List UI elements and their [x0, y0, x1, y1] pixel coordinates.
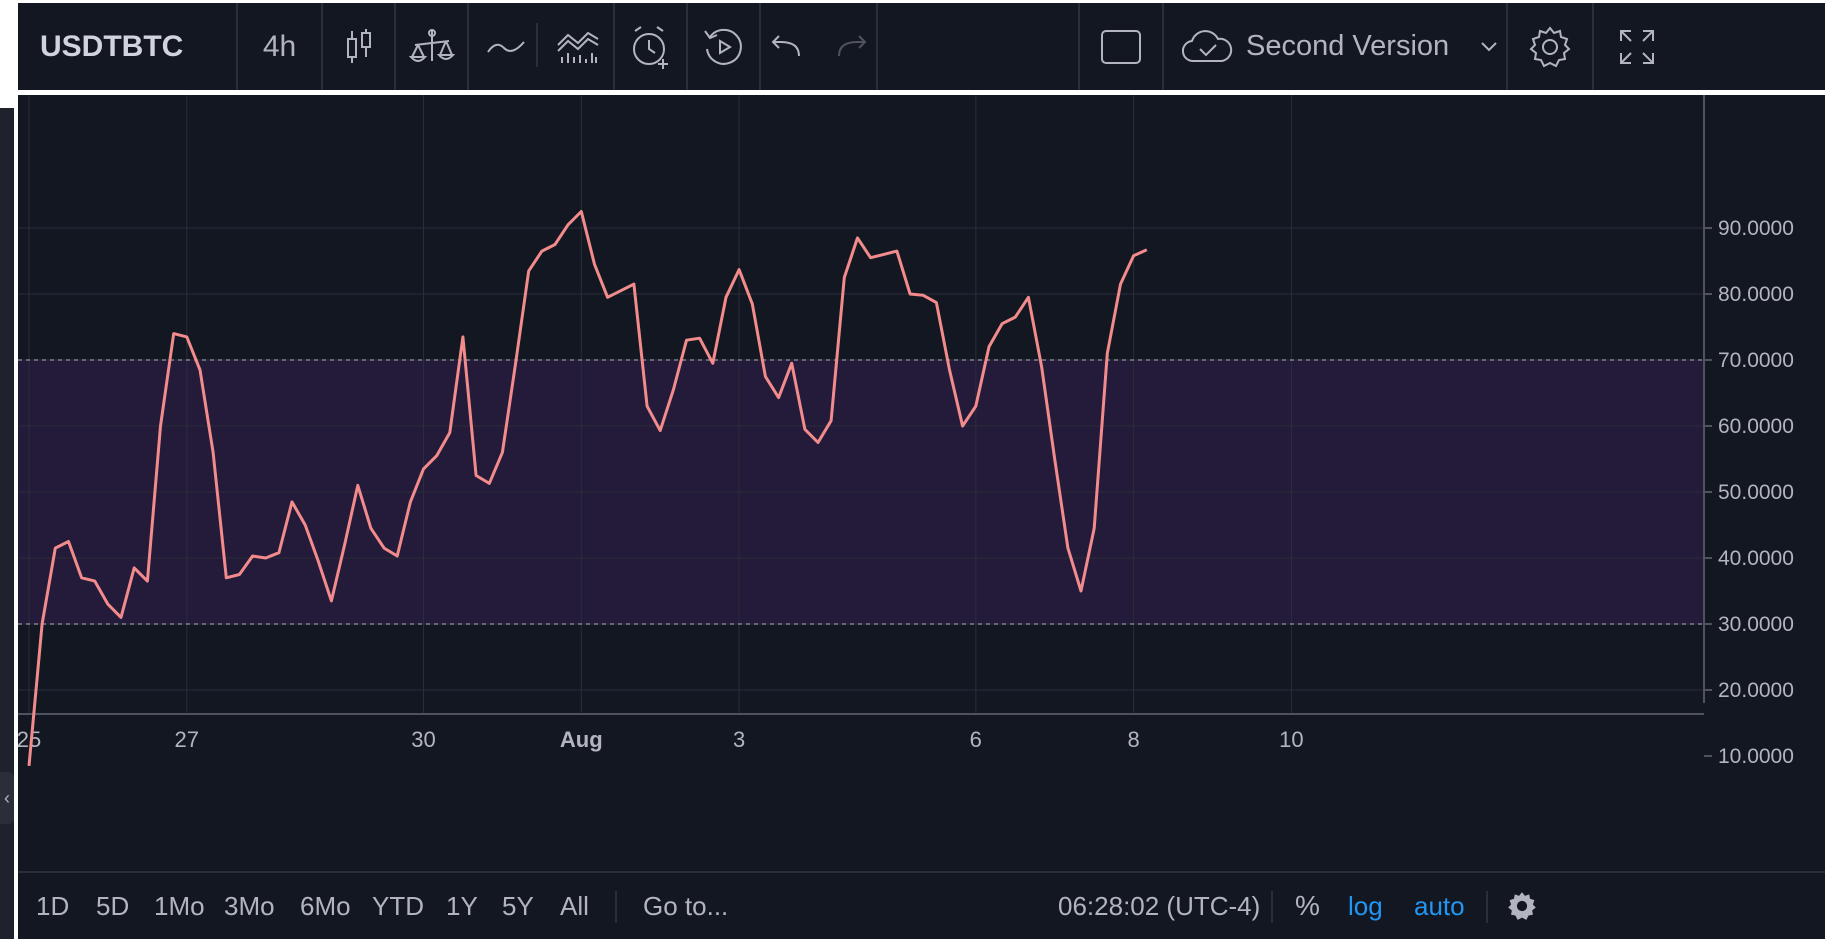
- chart-pane[interactable]: 10.0000 20.0000 30.0000 40.0000 50.0000 60.00…: [18, 95, 1825, 939]
- price-tick-label: 70.0000: [1718, 349, 1794, 372]
- toolbar-separator: [536, 23, 538, 67]
- price-tick-label: 60.0000: [1718, 415, 1794, 438]
- compare-icon: [408, 28, 455, 62]
- replay-icon: [703, 28, 742, 65]
- time-tick-label: 27: [175, 727, 199, 752]
- chevron-down-icon: [1481, 41, 1497, 51]
- price-tick-label: 80.0000: [1718, 283, 1794, 306]
- fullscreen-box-button[interactable]: [1078, 3, 1164, 90]
- time-tick-label: 6: [970, 727, 982, 752]
- price-tick-label: 90.0000: [1718, 217, 1794, 240]
- bottom-separator: [615, 891, 617, 923]
- range-button-3mo[interactable]: 3Mo: [224, 890, 275, 921]
- templates-icon: [556, 31, 599, 63]
- bottom-toolbar: 1D 5D 1Mo 3Mo 6Mo YTD 1Y 5Y All Go to... 06:28:02 …: [18, 871, 1825, 939]
- templates-button[interactable]: [542, 3, 615, 90]
- log-toggle[interactable]: log: [1348, 890, 1383, 921]
- range-button-1mo[interactable]: 1Mo: [154, 890, 205, 921]
- cloud-save-icon: [1182, 29, 1233, 62]
- time-tick-label: 25: [18, 727, 41, 752]
- indicators-icon: [486, 40, 525, 53]
- auto-toggle[interactable]: auto: [1414, 890, 1465, 921]
- range-button-5d[interactable]: 5D: [96, 890, 130, 921]
- bottom-separator: [1486, 891, 1488, 923]
- alert-button[interactable]: [615, 3, 688, 90]
- replay-button[interactable]: [688, 3, 761, 90]
- indicators-button[interactable]: [469, 3, 542, 90]
- layout-name-label: Second Version: [1246, 30, 1450, 62]
- left-panel-edge: [0, 108, 14, 939]
- bottom-separator: [1271, 891, 1273, 923]
- range-button-ytd[interactable]: YTD: [372, 890, 424, 921]
- time-axis-background: [18, 715, 1825, 871]
- chart-type-button[interactable]: [323, 3, 396, 90]
- compare-button[interactable]: [396, 3, 469, 90]
- percent-toggle[interactable]: %: [1295, 890, 1320, 921]
- undo-icon[interactable]: [767, 32, 807, 62]
- symbol-label: USDTBTC: [40, 29, 184, 63]
- time-tick-label: 30: [411, 727, 435, 752]
- price-tick-label: 10.0000: [1718, 745, 1794, 768]
- axis-settings-button[interactable]: [1506, 873, 1538, 939]
- price-tick-label: 50.0000: [1718, 481, 1794, 504]
- symbol-search-button[interactable]: USDTBTC: [18, 3, 238, 90]
- time-tick-label: 10: [1279, 727, 1303, 752]
- expand-button[interactable]: [1594, 3, 1680, 90]
- undo-redo-group: [761, 3, 878, 90]
- alert-icon: [632, 25, 668, 69]
- range-button-1y[interactable]: 1Y: [446, 890, 478, 921]
- candles-icon: [346, 28, 371, 63]
- range-button-6mo[interactable]: 6Mo: [300, 890, 351, 921]
- expand-icon: [1620, 29, 1654, 64]
- layout-save-button[interactable]: Second Version: [1164, 3, 1508, 90]
- price-tick-label: 20.0000: [1718, 679, 1794, 702]
- time-tick-label: 8: [1127, 727, 1139, 752]
- range-button-5y[interactable]: 5Y: [502, 890, 534, 921]
- goto-button[interactable]: Go to...: [643, 890, 729, 921]
- top-toolbar: USDTBTC 4h: [18, 3, 1825, 90]
- price-tick-label: 40.0000: [1718, 547, 1794, 570]
- fullscreen-box-icon: [1101, 29, 1141, 64]
- interval-label: 4h: [262, 29, 297, 63]
- gear-icon: [1529, 25, 1571, 67]
- clock-label: 06:28:02 (UTC-4): [1058, 890, 1261, 921]
- interval-button[interactable]: 4h: [238, 3, 323, 90]
- time-tick-label: Aug: [560, 727, 603, 752]
- gear-icon: [1508, 892, 1536, 920]
- chevron-left-icon: ‹: [4, 787, 10, 808]
- range-button-all[interactable]: All: [560, 890, 589, 921]
- settings-button[interactable]: [1508, 3, 1594, 90]
- price-tick-label: 30.0000: [1718, 613, 1794, 636]
- range-button-1d[interactable]: 1D: [36, 890, 70, 921]
- redo-icon[interactable]: [831, 32, 871, 62]
- collapse-panel-button[interactable]: ‹: [0, 772, 14, 824]
- series-line: [27, 210, 1148, 767]
- price-chart[interactable]: 10.0000 20.0000 30.0000 40.0000 50.0000 60.00…: [18, 95, 1825, 871]
- time-tick-label: 3: [733, 727, 745, 752]
